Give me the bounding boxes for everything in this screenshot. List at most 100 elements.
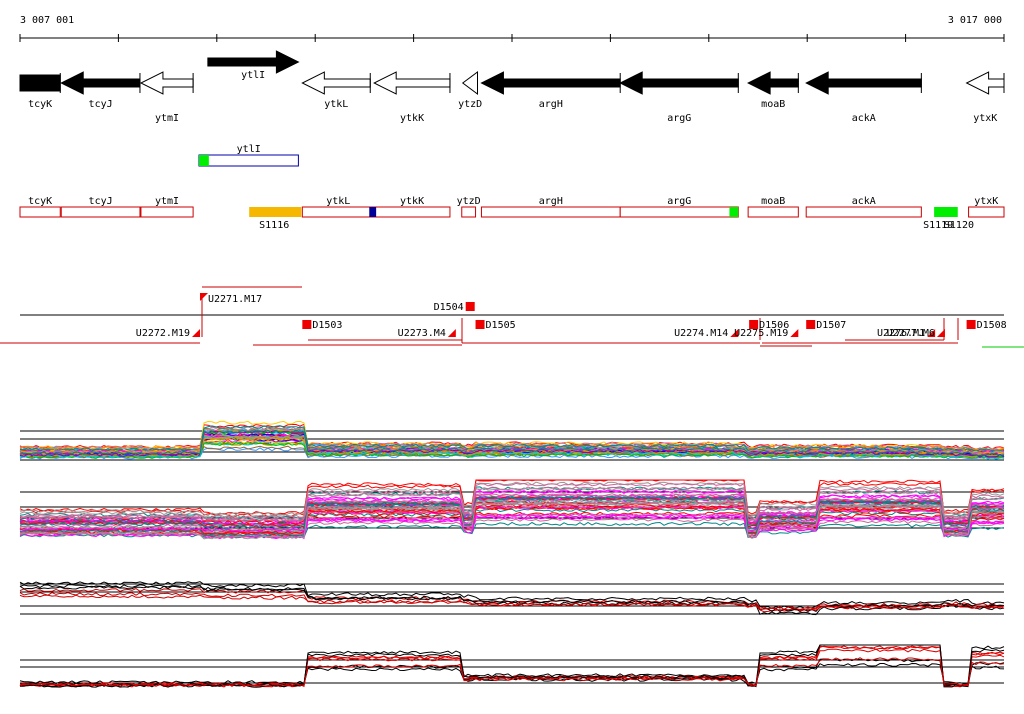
focus-gene-label: ytlI: [237, 144, 261, 155]
transcription-unit-track: U2271.M17 U2272.M19 U2273.M4 U2274.M14 U2275…: [0, 286, 1024, 348]
upstream-label-U2272.M19: U2272.M19: [136, 328, 190, 339]
annotation-box-ackA[interactable]: [805, 206, 922, 218]
tu-labels: U2271.M17 U2272.M19 U2273.M4 U2274.M14 U2275…: [136, 293, 1007, 339]
annotation-mark: [729, 207, 739, 217]
gene-label-ytkK: ytkK: [400, 113, 424, 124]
expression-panel-bottom: [19, 644, 1005, 688]
gene-arrow-argH[interactable]: [480, 71, 621, 95]
annotation-box-ytxK[interactable]: [968, 206, 1005, 218]
expression-panel-middle: [19, 479, 1005, 540]
ruler-ticks: [19, 34, 1005, 42]
terminator-label-D1503: D1503: [312, 320, 342, 331]
annotation-box-tcyJ[interactable]: [60, 206, 141, 218]
terminator-label-D1504: D1504: [434, 302, 464, 313]
expression-profile-line: [19, 420, 1005, 451]
upstream-label-U2273.M4: U2273.M4: [398, 328, 446, 339]
annotation-label-ytmI: ytmI: [155, 196, 179, 207]
annotation-box-ytkK[interactable]: [373, 206, 451, 218]
expression-profile-line: [19, 429, 1005, 456]
ruler-start-label: 3 007 001: [20, 15, 74, 26]
upstream-flag: [790, 329, 799, 337]
focus-gene-box[interactable]: [198, 154, 299, 167]
expression-profile-line: [19, 515, 1005, 533]
annotation-box-argG[interactable]: [619, 206, 739, 218]
terminator-mark: [465, 302, 475, 311]
terminator-label-D1507: D1507: [816, 320, 846, 331]
expression-profile-line: [19, 436, 1005, 456]
terminator-mark: [966, 320, 976, 329]
expression-profile-line: [19, 481, 1005, 517]
upstream-flag: [191, 329, 200, 337]
expression-profile-line: [19, 482, 1005, 523]
annotation-box-moaB[interactable]: [747, 206, 799, 218]
terminator-mark: [806, 320, 816, 329]
annotation-label-ytzD: ytzD: [457, 196, 481, 207]
gene-arrow-ytlI[interactable]: [207, 50, 300, 74]
upstream-label-U2271.M17: U2271.M17: [208, 294, 262, 305]
expression-profile-line: [19, 581, 1005, 609]
gene-arrow-ytxK[interactable]: [965, 71, 1005, 95]
annotation-label-argG: argG: [667, 196, 691, 207]
upstream-flag: [936, 329, 945, 337]
upstream-flag: [199, 293, 208, 301]
annotation-label-ytxK: ytxK: [974, 196, 998, 207]
annotation-label-tcyK: tcyK: [28, 196, 52, 207]
gene-track: tcyK tcyJ ytmI ytlI ytkL ytkK ytzD argH argG moaB…: [19, 50, 1005, 124]
gene-label-moaB: moaB: [761, 99, 785, 110]
upstream-flag: [447, 329, 456, 337]
gene-arrow-ytkL[interactable]: [301, 71, 371, 95]
terminator-mark: [302, 320, 312, 329]
gene-arrow-ackA[interactable]: [805, 71, 922, 95]
annotation-box-ytkL[interactable]: [301, 206, 375, 218]
focus-gene-track: ytlI: [198, 144, 299, 167]
expression-profile-line: [19, 487, 1005, 519]
feature-S1119[interactable]: [934, 207, 947, 217]
gene-label-ytmI: ytmI: [155, 113, 179, 124]
gene-label-ytxK: ytxK: [973, 113, 997, 124]
terminator-label-D1506: D1506: [759, 320, 789, 331]
expression-profile-line: [19, 496, 1005, 530]
upstream-flag: [730, 329, 739, 337]
annotation-label-argH: argH: [539, 196, 563, 207]
annotation-label-tcyJ: tcyJ: [89, 196, 113, 207]
gene-label-argG: argG: [667, 113, 691, 124]
expression-profile-line: [19, 497, 1005, 526]
expression-profile-line: [20, 644, 1005, 688]
gene-label-ytlI: ytlI: [241, 70, 265, 81]
expression-profile-line: [19, 645, 1005, 688]
annotation-box-argH[interactable]: [480, 206, 621, 218]
feature-label-S1119: S1119: [923, 220, 953, 231]
upstream-flag: [927, 329, 936, 337]
upstream-label-U2274.M14: U2274.M14: [674, 328, 728, 339]
upstream-label-U2277.M6: U2277.M6: [887, 328, 935, 339]
feature-label-S1120: S1120: [944, 220, 974, 231]
gene-arrow-ytzD[interactable]: [461, 71, 479, 95]
annotation-box-tcyK[interactable]: [19, 206, 61, 218]
terminator-label-D1505: D1505: [486, 320, 516, 331]
feature-S1116[interactable]: [249, 207, 302, 217]
upstream-label-U2276.M1: U2276.M1: [877, 328, 925, 339]
expression-panel-top: [19, 420, 1005, 461]
annotation-mark: [369, 207, 377, 217]
gene-label-ytzD: ytzD: [458, 99, 482, 110]
annotation-box-ytzD[interactable]: [461, 206, 477, 218]
gene-arrow-tcyJ[interactable]: [60, 71, 141, 95]
gene-arrow-ytmI[interactable]: [139, 71, 194, 95]
feature-S1120[interactable]: [944, 207, 958, 217]
gene-arrow-argG[interactable]: [619, 71, 739, 95]
gene-arrow-ytkK[interactable]: [373, 71, 451, 95]
expression-profile-line: [19, 502, 1005, 520]
feature-label-S1116: S1116: [259, 220, 289, 231]
gene-label-tcyK: tcyK: [28, 99, 52, 110]
gene-label-ytkL: ytkL: [324, 99, 348, 110]
upstream-label-U2275.M19: U2275.M19: [734, 328, 788, 339]
annotation-box-ytmI[interactable]: [140, 206, 194, 218]
focus-gene-mark: [199, 155, 209, 166]
expression-profile-line: [19, 645, 1005, 688]
gene-arrow-moaB[interactable]: [747, 71, 799, 95]
terminator-mark: [749, 320, 759, 329]
expression-profile-line: [19, 504, 1005, 539]
gene-arrow-tcyK[interactable]: [19, 74, 61, 92]
expression-profile-line: [19, 594, 1005, 612]
